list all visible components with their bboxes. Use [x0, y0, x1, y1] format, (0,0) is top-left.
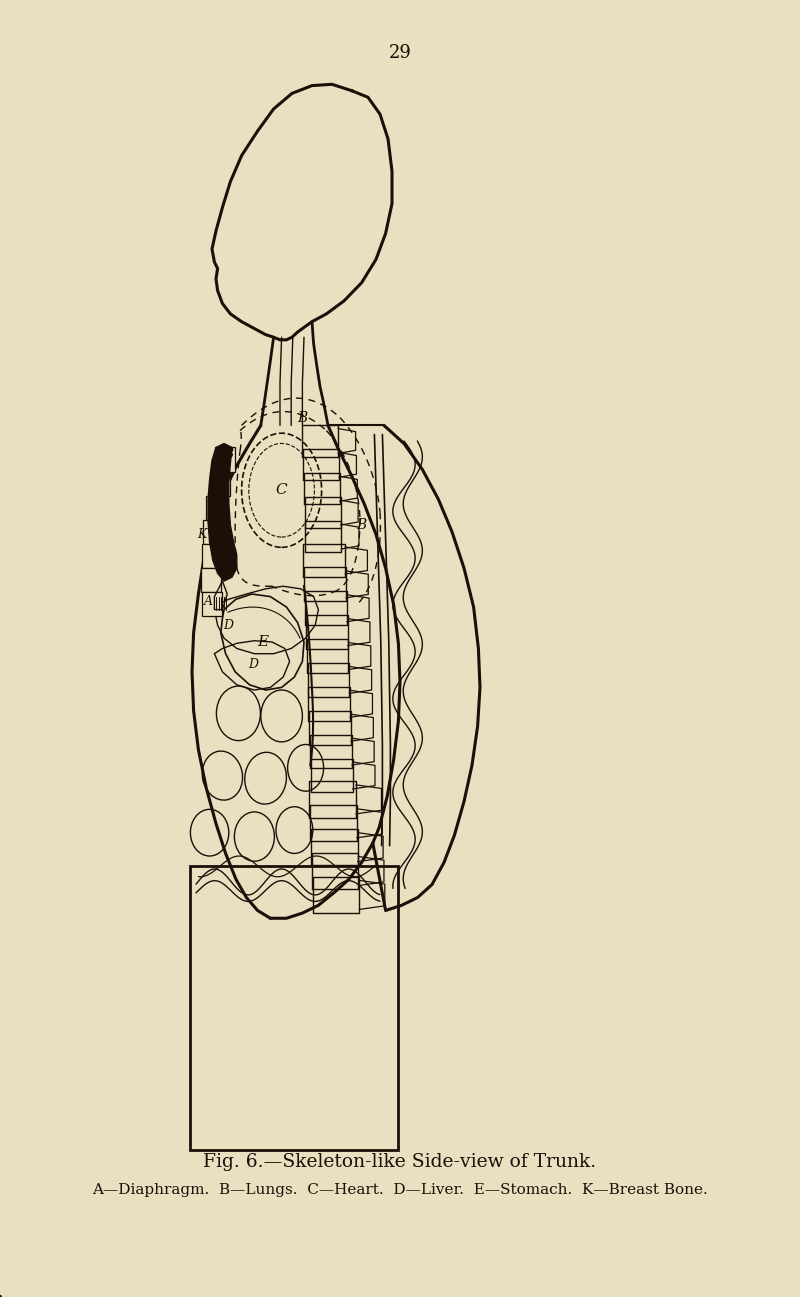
Bar — [203, 520, 223, 543]
Polygon shape — [208, 444, 237, 581]
Bar — [202, 543, 222, 568]
Text: D: D — [248, 658, 258, 671]
Bar — [190, 866, 398, 1150]
Text: C: C — [276, 484, 287, 497]
Text: B: B — [357, 519, 366, 532]
Bar — [206, 495, 226, 520]
Text: B: B — [223, 447, 233, 460]
Text: B: B — [298, 411, 307, 424]
Bar — [210, 472, 230, 495]
Bar — [214, 447, 235, 472]
Text: D: D — [223, 619, 233, 632]
Text: A—Diaphragm.  B—Lungs.  C—Heart.  D—Liver.  E—Stomach.  K—Breast Bone.: A—Diaphragm. B—Lungs. C—Heart. D—Liver. … — [92, 1183, 708, 1197]
Text: K: K — [197, 528, 206, 541]
Bar — [202, 568, 221, 591]
Text: A: A — [203, 595, 213, 608]
Text: Fig. 6.—Skeleton-like Side-view of Trunk.: Fig. 6.—Skeleton-like Side-view of Trunk… — [203, 1153, 597, 1171]
Text: 29: 29 — [389, 44, 411, 62]
Bar — [202, 591, 222, 616]
Text: E: E — [257, 636, 268, 648]
